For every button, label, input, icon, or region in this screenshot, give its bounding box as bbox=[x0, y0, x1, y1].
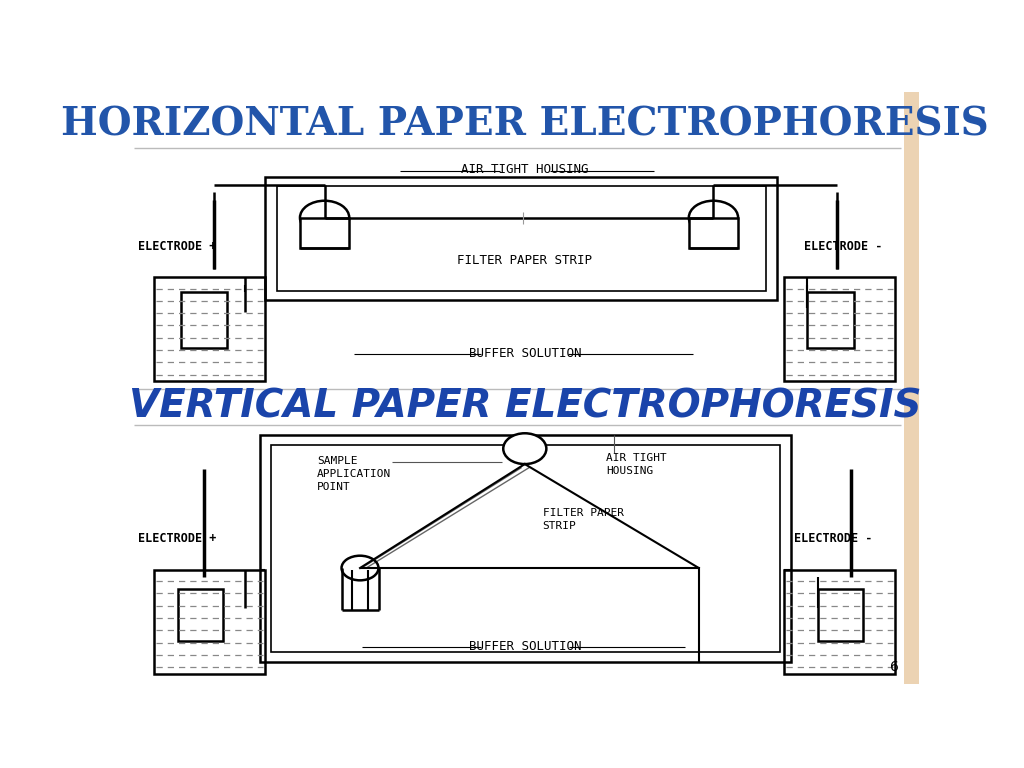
Text: SAMPLE
APPLICATION
POINT: SAMPLE APPLICATION POINT bbox=[316, 455, 391, 492]
Text: 6: 6 bbox=[890, 660, 899, 674]
Bar bbox=[300, 217, 349, 249]
Text: BUFFER SOLUTION: BUFFER SOLUTION bbox=[469, 347, 581, 360]
Bar bbox=[265, 177, 777, 300]
Text: FILTER PAPER
STRIP: FILTER PAPER STRIP bbox=[543, 508, 624, 531]
Ellipse shape bbox=[503, 433, 547, 464]
Bar bbox=[807, 293, 854, 348]
Text: VERTICAL PAPER ELECTROPHORESIS: VERTICAL PAPER ELECTROPHORESIS bbox=[129, 387, 921, 425]
Bar bbox=[276, 186, 766, 291]
Bar bbox=[818, 589, 863, 641]
Text: BUFFER SOLUTION: BUFFER SOLUTION bbox=[469, 640, 581, 653]
Bar bbox=[180, 293, 226, 348]
Bar bbox=[689, 217, 738, 249]
Bar bbox=[783, 277, 895, 381]
Text: FILTER PAPER STRIP: FILTER PAPER STRIP bbox=[458, 253, 592, 266]
Ellipse shape bbox=[689, 200, 738, 234]
Bar bbox=[178, 589, 223, 641]
Ellipse shape bbox=[342, 556, 379, 581]
Bar bbox=[154, 277, 265, 381]
Bar bbox=[260, 435, 792, 662]
Text: ELECTRODE -: ELECTRODE - bbox=[804, 240, 883, 253]
Bar bbox=[783, 570, 895, 674]
Text: HORIZONTAL PAPER ELECTROPHORESIS: HORIZONTAL PAPER ELECTROPHORESIS bbox=[60, 105, 989, 144]
Text: ELECTRODE +: ELECTRODE + bbox=[138, 532, 217, 545]
Bar bbox=[904, 92, 920, 684]
Bar bbox=[270, 445, 780, 652]
Text: AIR TIGHT HOUSING: AIR TIGHT HOUSING bbox=[461, 163, 589, 176]
Text: ELECTRODE +: ELECTRODE + bbox=[138, 240, 217, 253]
Ellipse shape bbox=[300, 200, 349, 234]
Text: ELECTRODE -: ELECTRODE - bbox=[795, 532, 872, 545]
Text: AIR TIGHT
HOUSING: AIR TIGHT HOUSING bbox=[606, 452, 668, 475]
Bar bbox=[154, 570, 265, 674]
